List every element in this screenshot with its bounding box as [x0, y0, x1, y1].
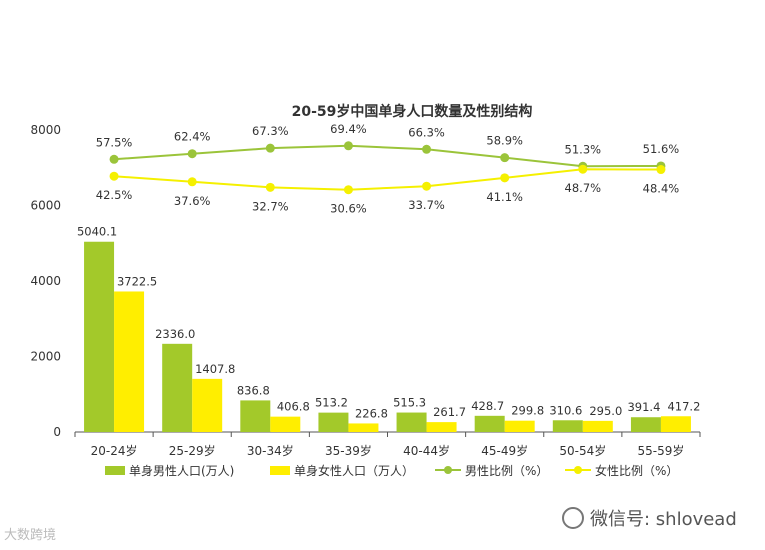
legend-marker	[444, 466, 452, 474]
bar-female	[114, 291, 145, 432]
legend-swatch	[270, 466, 290, 475]
watermark-right: 微信号: shlovead	[562, 505, 737, 531]
y-tick-label: 6000	[30, 199, 61, 213]
x-tick-label: 50-54岁	[559, 443, 606, 458]
y-tick-label: 0	[53, 425, 61, 439]
line-female-ratio	[113, 168, 661, 191]
female-ratio-label: 42.5%	[96, 188, 133, 202]
male-ratio-label: 51.3%	[565, 142, 602, 156]
bar-female	[582, 420, 613, 432]
point-female-ratio	[343, 185, 353, 195]
bar-male	[474, 415, 505, 432]
x-tick-label: 45-49岁	[481, 443, 528, 458]
bar-female	[426, 422, 457, 432]
x-tick-label: 20-24岁	[91, 443, 138, 458]
bar-female-label: 1407.8	[195, 362, 235, 376]
male-ratio-label: 58.9%	[486, 134, 523, 148]
point-female-ratio	[656, 165, 666, 175]
legend-label: 单身男性人口(万人)	[129, 463, 234, 478]
bar-female-label: 226.8	[355, 406, 388, 420]
female-ratio-label: 30.6%	[330, 202, 367, 216]
bar-male	[318, 412, 349, 432]
female-ratio-label: 32.7%	[252, 199, 289, 213]
bar-male	[630, 417, 661, 432]
point-female-ratio	[422, 181, 432, 191]
male-ratio-label: 69.4%	[330, 122, 367, 136]
point-female-ratio	[187, 177, 197, 187]
bar-male	[552, 420, 583, 432]
point-female-ratio	[265, 182, 275, 192]
male-ratio-label: 51.6%	[643, 142, 680, 156]
bar-male	[240, 400, 271, 432]
bar-male-label: 836.8	[237, 383, 270, 397]
bar-female	[504, 420, 535, 432]
bar-male	[162, 343, 193, 432]
point-male-ratio	[422, 144, 432, 154]
y-tick-label: 4000	[30, 274, 61, 288]
bar-female	[660, 416, 691, 432]
male-ratio-label: 66.3%	[408, 125, 445, 139]
line-male-ratio	[113, 144, 661, 168]
point-male-ratio	[500, 153, 510, 163]
female-ratio-label: 41.1%	[486, 190, 523, 204]
point-male-ratio	[343, 141, 353, 151]
male-ratio-label: 62.4%	[174, 130, 211, 144]
bar-male-label: 2336.0	[155, 327, 195, 341]
legend-swatch	[105, 466, 125, 475]
bar-female	[192, 378, 223, 432]
bars: 5040.1 2336.0 836.8 513.2 515.3 428.7 310.6 391…	[77, 225, 700, 432]
bar-female-label: 299.8	[511, 404, 544, 418]
x-tick-label: 25-29岁	[169, 443, 216, 458]
bar-male-label: 515.3	[393, 396, 426, 410]
bar-female	[270, 416, 301, 432]
x-tick-label: 30-34岁	[247, 443, 294, 458]
bar-male-label: 310.6	[549, 403, 582, 417]
female-ratio-label: 48.4%	[643, 182, 680, 196]
bar-female	[348, 423, 379, 432]
bar-male	[84, 241, 115, 432]
bar-female-label: 261.7	[433, 405, 466, 419]
female-ratio-label: 37.6%	[174, 194, 211, 208]
wechat-logo-icon	[562, 507, 584, 529]
point-female-ratio	[109, 171, 119, 181]
legend: 单身男性人口(万人) 单身女性人口（万人） 男性比例（%） 女性比例（%）	[105, 463, 678, 478]
bar-male-label: 5040.1	[77, 225, 117, 239]
y-tick-label: 8000	[30, 123, 61, 137]
point-male-ratio	[187, 149, 197, 159]
watermark-left: 大数跨境	[4, 528, 57, 543]
bar-female-label: 295.0	[589, 404, 622, 418]
x-tick-label: 35-39岁	[325, 443, 372, 458]
female-ratio-label: 48.7%	[565, 181, 602, 195]
male-ratio-label: 57.5%	[96, 135, 133, 149]
bar-female-label: 3722.5	[117, 274, 157, 288]
point-female-ratio	[500, 173, 510, 183]
lines: 57.5% 62.4% 67.3% 69.4% 66.3% 58.9% 51.3% 51.6%…	[96, 122, 679, 216]
legend-label: 单身女性人口（万人）	[294, 463, 414, 478]
x-tick-label: 55-59岁	[638, 443, 685, 458]
bar-male-label: 391.4	[627, 400, 660, 414]
x-tick-label: 40-44岁	[403, 443, 450, 458]
legend-marker	[574, 466, 582, 474]
female-ratio-label: 33.7%	[408, 198, 445, 212]
bar-male-label: 513.2	[315, 396, 348, 410]
bar-female-label: 406.8	[277, 400, 310, 414]
bar-female-label: 417.2	[667, 399, 700, 413]
axes: 0 2000 4000 6000 8000 20-24岁 25-29岁 30-34岁 35-39…	[30, 123, 701, 458]
y-tick-label: 2000	[30, 350, 61, 364]
legend-label: 女性比例（%）	[595, 463, 678, 478]
point-female-ratio	[578, 164, 588, 174]
male-ratio-label: 67.3%	[252, 124, 289, 138]
legend-label: 男性比例（%）	[465, 464, 548, 478]
point-male-ratio	[265, 143, 275, 153]
chart-title: 20-59岁中国单身人口数量及性别结构	[292, 103, 533, 120]
bar-male-label: 428.7	[471, 399, 504, 413]
bar-male	[396, 412, 427, 432]
point-male-ratio	[109, 154, 119, 164]
